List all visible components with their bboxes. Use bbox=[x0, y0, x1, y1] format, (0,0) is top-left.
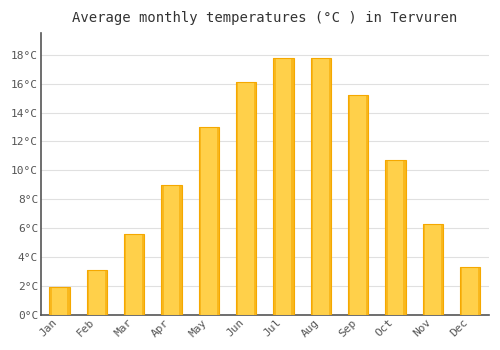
Bar bbox=[50, 287, 70, 315]
Bar bbox=[440, 224, 443, 315]
Bar bbox=[386, 160, 388, 315]
Bar bbox=[274, 58, 294, 315]
Bar bbox=[478, 267, 480, 315]
Bar bbox=[348, 95, 368, 315]
Bar bbox=[50, 287, 52, 315]
Bar bbox=[162, 185, 182, 315]
Bar bbox=[460, 267, 480, 315]
Bar bbox=[386, 160, 406, 315]
Bar bbox=[460, 267, 462, 315]
Bar bbox=[216, 127, 219, 315]
Bar bbox=[328, 58, 331, 315]
Bar bbox=[274, 58, 276, 315]
Bar bbox=[124, 234, 126, 315]
Bar bbox=[124, 234, 144, 315]
Bar bbox=[104, 270, 107, 315]
Bar bbox=[254, 82, 256, 315]
Bar bbox=[86, 270, 89, 315]
Bar bbox=[236, 82, 256, 315]
Bar bbox=[180, 185, 182, 315]
Bar bbox=[404, 160, 406, 315]
Title: Average monthly temperatures (°C ) in Tervuren: Average monthly temperatures (°C ) in Te… bbox=[72, 11, 458, 25]
Bar bbox=[310, 58, 331, 315]
Bar bbox=[236, 82, 238, 315]
Bar bbox=[162, 185, 164, 315]
Bar bbox=[86, 270, 107, 315]
Bar bbox=[422, 224, 443, 315]
Bar bbox=[142, 234, 144, 315]
Bar bbox=[68, 287, 70, 315]
Bar bbox=[198, 127, 201, 315]
Bar bbox=[422, 224, 425, 315]
Bar bbox=[198, 127, 219, 315]
Bar bbox=[310, 58, 313, 315]
Bar bbox=[348, 95, 350, 315]
Bar bbox=[366, 95, 368, 315]
Bar bbox=[292, 58, 294, 315]
